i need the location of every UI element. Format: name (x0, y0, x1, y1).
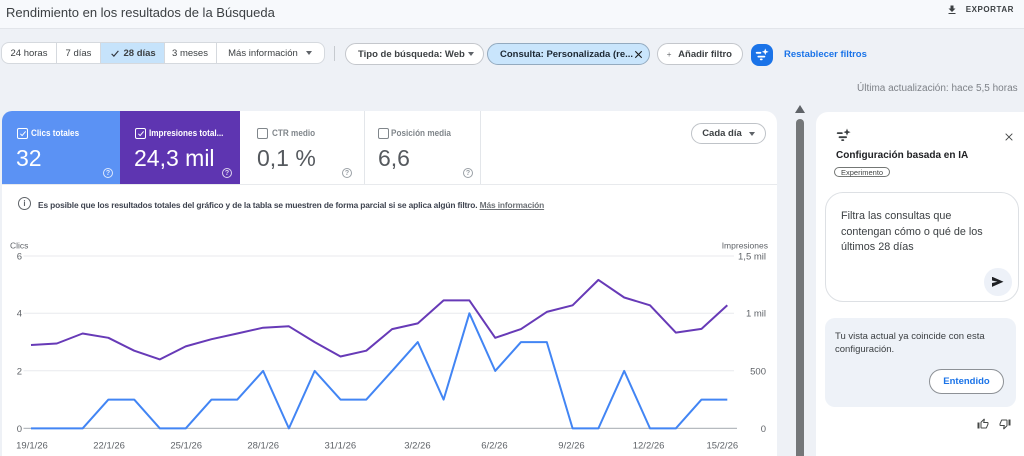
svg-text:1,5 mil: 1,5 mil (738, 252, 766, 263)
svg-text:6/2/26: 6/2/26 (481, 441, 507, 452)
svg-text:Clics: Clics (10, 241, 28, 251)
svg-text:31/1/26: 31/1/26 (324, 441, 356, 452)
svg-text:19/1/26: 19/1/26 (16, 441, 48, 452)
svg-text:25/1/26: 25/1/26 (170, 441, 202, 452)
svg-text:2: 2 (17, 366, 22, 377)
svg-text:22/1/26: 22/1/26 (93, 441, 125, 452)
svg-text:28/1/26: 28/1/26 (247, 441, 279, 452)
svg-text:3/2/26: 3/2/26 (404, 441, 430, 452)
svg-text:12/2/26: 12/2/26 (633, 441, 665, 452)
svg-text:Impresiones: Impresiones (722, 241, 768, 251)
svg-text:9/2/26: 9/2/26 (558, 441, 584, 452)
svg-text:0: 0 (761, 424, 766, 435)
svg-text:6: 6 (17, 252, 22, 263)
svg-text:15/2/26: 15/2/26 (706, 441, 738, 452)
svg-text:1 mil: 1 mil (746, 309, 766, 320)
svg-text:4: 4 (17, 309, 22, 320)
svg-text:500: 500 (750, 366, 766, 377)
svg-text:0: 0 (17, 424, 22, 435)
